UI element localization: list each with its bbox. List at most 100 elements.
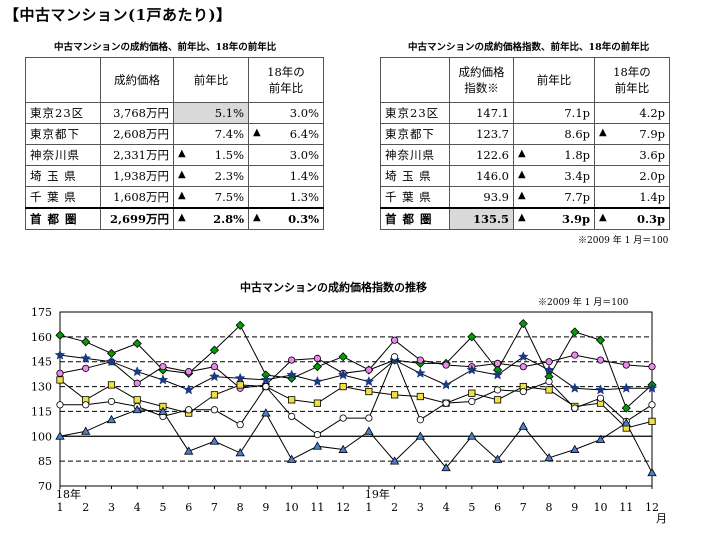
price-table-header: 成約価格: [100, 57, 174, 103]
table-row: 神奈川県 2,331万円 ▲ 1.5% 3.0%: [25, 144, 324, 166]
data-point-circle: [571, 404, 579, 412]
x-tick-label: 12: [645, 501, 659, 514]
up-triangle-icon: ▲: [178, 169, 186, 180]
x-tick-label: 7: [520, 501, 527, 514]
x-tick-label: 4: [443, 501, 450, 514]
yoy-cell: ▲ 2.3%: [173, 165, 249, 187]
table-row: 埼 玉 県 1,938万円 ▲ 2.3% 1.4%: [25, 165, 324, 187]
x-tick-label: 6: [185, 501, 192, 514]
x-tick-label: 7: [211, 501, 218, 514]
x-tick-label: 5: [468, 501, 475, 514]
y-tick-label: 85: [38, 455, 52, 468]
x-tick-label: 1: [365, 501, 372, 514]
x-tick-label: 5: [159, 501, 166, 514]
data-point-circle: [416, 416, 424, 424]
x-tick-label: 4: [134, 501, 141, 514]
data-point-star: [569, 382, 581, 393]
data-point-diamond: [81, 337, 91, 347]
up-triangle-icon: ▲: [518, 212, 526, 223]
prev-yoy-cell: 1.4p: [594, 186, 670, 209]
data-point-circle: [391, 336, 399, 344]
data-point-triangle: [338, 444, 348, 453]
up-triangle-icon: ▲: [178, 190, 186, 201]
chart-note: ※2009 年 1 月＝100: [538, 298, 629, 308]
data-point-triangle: [132, 404, 142, 414]
data-point-square: [648, 417, 656, 425]
x-tick-label: 10: [594, 501, 608, 514]
data-point-star: [440, 379, 452, 390]
data-point-circle: [468, 397, 476, 406]
series-line-circle-white: [60, 355, 653, 436]
table-row: 千 葉 県 1,608万円 ▲ 7.5% 1.3%: [25, 186, 324, 209]
data-point-diamond: [235, 320, 245, 330]
data-point-circle: [519, 387, 527, 396]
index-cell: 146.0: [449, 165, 514, 187]
data-point-triangle: [467, 431, 477, 440]
prev-yoy-cell: 4.2p: [594, 102, 670, 124]
data-point-triangle: [544, 453, 554, 462]
data-point-circle: [365, 366, 373, 374]
x-tick-label: 2: [391, 501, 398, 514]
data-point-diamond: [621, 403, 631, 413]
index-note: ※2009 年 1 月＝100: [578, 236, 669, 246]
data-point-circle: [82, 401, 90, 409]
data-point-circle: [210, 406, 219, 414]
price-cell: 3,768万円: [100, 102, 174, 124]
data-point-square: [545, 386, 553, 394]
data-point-diamond: [338, 352, 348, 362]
y-tick-label: 175: [31, 306, 52, 319]
y-tick-label: 160: [31, 331, 52, 344]
data-point-star: [363, 375, 375, 387]
prev-yoy-cell: 3.0%: [248, 102, 324, 124]
x-tick-label: 11: [619, 501, 633, 514]
data-point-square: [468, 389, 476, 397]
data-point-square: [391, 391, 399, 399]
data-point-circle: [133, 379, 141, 387]
data-point-circle: [545, 377, 553, 386]
total-row: 首 都 圏 2,699万円 ▲ 2.8% ▲ 0.3%: [25, 207, 324, 230]
data-point-triangle: [55, 431, 65, 440]
up-triangle-icon: ▲: [599, 127, 607, 138]
data-point-star: [595, 384, 606, 395]
data-point-square: [107, 381, 116, 389]
series-line-square-yellow: [59, 379, 653, 429]
prev-yoy-cell: ▲ 0.3%: [248, 207, 324, 230]
up-triangle-icon: ▲: [253, 212, 261, 223]
data-point-star: [286, 369, 298, 380]
price-cell: 2,331万円: [100, 144, 174, 166]
data-point-triangle: [441, 462, 451, 472]
price-table-header: 前年比: [173, 57, 249, 103]
year-label: 19年: [365, 487, 390, 501]
data-point-triangle: [312, 441, 323, 450]
data-point-diamond: [570, 327, 580, 337]
index-cell: 147.1: [449, 102, 514, 124]
x-tick-label: 10: [285, 501, 299, 514]
x-tick-label: 12: [336, 501, 350, 514]
y-tick-label: 130: [31, 381, 52, 394]
data-point-star: [106, 356, 117, 367]
data-point-circle: [288, 412, 296, 420]
data-point-square: [288, 396, 296, 404]
up-triangle-icon: ▲: [253, 127, 261, 138]
x-tick-label: 9: [571, 501, 578, 514]
price-table-header: 18年の 前年比: [248, 57, 324, 103]
data-point-diamond: [595, 335, 606, 345]
data-point-star: [492, 369, 503, 380]
data-point-square: [236, 381, 244, 389]
data-point-square: [365, 387, 373, 396]
data-point-triangle: [595, 434, 606, 444]
data-point-circle: [648, 401, 656, 409]
data-point-star: [414, 367, 426, 378]
data-point-circle: [416, 356, 424, 364]
data-point-circle: [519, 363, 527, 371]
data-point-circle: [159, 363, 167, 371]
yoy-cell: ▲ 3.9p: [513, 207, 595, 230]
table-row: 神奈川県 122.6 ▲ 1.8p 3.6p: [380, 144, 670, 166]
yoy-cell: ▲ 1.5%: [173, 144, 249, 166]
price-cell: 2,608万円: [100, 123, 174, 145]
data-point-star: [131, 366, 143, 377]
data-point-circle: [288, 356, 296, 364]
data-point-circle: [210, 363, 219, 371]
y-tick-label: 145: [31, 356, 52, 369]
region-name: 首 都 圏: [380, 207, 450, 230]
